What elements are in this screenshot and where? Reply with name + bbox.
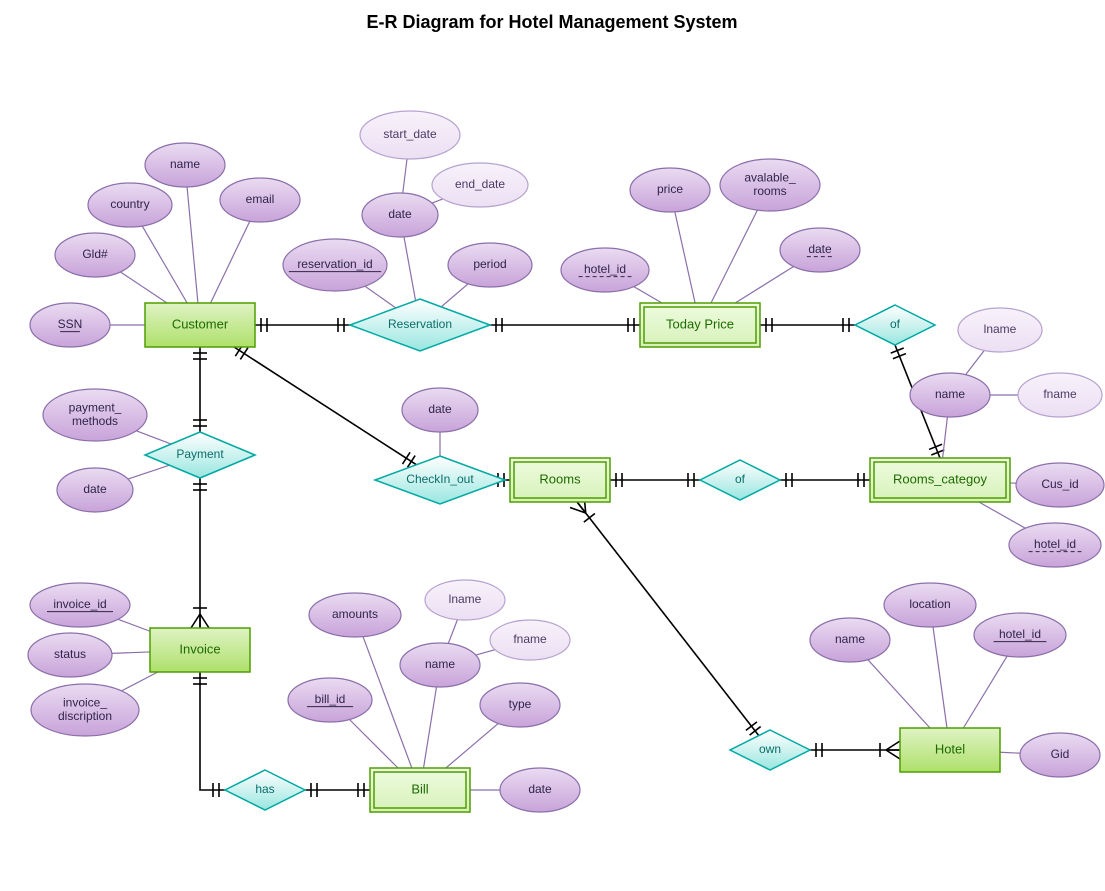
attribute-edge — [634, 287, 662, 303]
label: own — [759, 742, 781, 756]
attribute-edge — [675, 212, 695, 303]
attribute-edge — [966, 350, 985, 374]
label: price — [657, 182, 683, 196]
label: Rooms — [539, 471, 581, 486]
label: date — [83, 482, 107, 496]
label: date — [808, 242, 832, 256]
attribute-edge — [122, 672, 158, 691]
label: country — [110, 197, 149, 211]
attribute-edge — [118, 619, 150, 631]
label: Payment — [176, 447, 224, 461]
attribute-edge — [424, 687, 437, 768]
label: name — [170, 157, 200, 171]
attribute-edge — [963, 656, 1007, 728]
label: CheckIn_out — [406, 472, 474, 486]
label: date — [428, 402, 452, 416]
attribute-edge — [404, 237, 416, 301]
label: of — [890, 317, 901, 331]
label: fname — [513, 632, 547, 646]
label: Cus_id — [1041, 477, 1078, 491]
label: bill_id — [315, 692, 346, 706]
attribute-edge — [432, 199, 443, 203]
label: hotel_id — [999, 627, 1041, 641]
label: fname — [1043, 387, 1077, 401]
attribute-edge — [211, 221, 250, 303]
label: invoice_id — [53, 597, 106, 611]
label: Gld# — [82, 247, 108, 261]
er-diagram-canvas: SSNGld#countrynameemailreservation_iddat… — [0, 0, 1105, 891]
label: Customer — [172, 316, 229, 331]
attribute-edge — [933, 627, 947, 728]
label: Reservation — [388, 317, 452, 331]
label: payment_ — [69, 400, 122, 414]
label: reservation_id — [297, 257, 372, 271]
diagram-title: E-R Diagram for Hotel Management System — [366, 12, 737, 32]
attribute-edge — [112, 652, 150, 653]
label: discription — [58, 709, 112, 723]
label: start_date — [383, 127, 437, 141]
label: type — [509, 697, 532, 711]
label: hotel_id — [584, 262, 626, 276]
label: amounts — [332, 607, 378, 621]
label: name — [425, 657, 455, 671]
label: date — [388, 207, 412, 221]
label: lname — [449, 592, 482, 606]
label: hotel_id — [1034, 537, 1076, 551]
attribute-edge — [979, 502, 1025, 528]
relationship-edge — [577, 502, 759, 736]
attribute-edge — [476, 650, 495, 655]
label: Hotel — [935, 741, 965, 756]
label: date — [528, 782, 552, 796]
attribute-edge — [446, 723, 498, 768]
label: Today Price — [666, 316, 734, 331]
attribute-edge — [448, 620, 457, 644]
attribute-edge — [711, 210, 757, 303]
relationship-edge — [234, 347, 416, 465]
label: email — [246, 192, 275, 206]
attribute-edge — [136, 431, 171, 444]
attribute-edge — [868, 660, 930, 728]
label: SSN — [58, 317, 83, 331]
attribute-edge — [365, 286, 396, 308]
label: Rooms_categoy — [893, 471, 987, 486]
label: of — [735, 472, 746, 486]
label: Gid — [1051, 747, 1070, 761]
label: period — [473, 257, 506, 271]
attribute-edge — [1000, 752, 1020, 753]
label: rooms — [753, 184, 786, 198]
label: Invoice — [179, 641, 220, 656]
label: status — [54, 647, 86, 661]
attribute-edge — [349, 719, 398, 768]
label: lname — [984, 322, 1017, 336]
label: name — [935, 387, 965, 401]
label: location — [909, 597, 950, 611]
label: has — [255, 782, 274, 796]
attribute-edge — [128, 465, 169, 479]
label: methods — [72, 414, 118, 428]
attribute-edge — [943, 417, 948, 458]
label: invoice_ — [63, 695, 107, 709]
attribute-edge — [735, 267, 793, 303]
label: name — [835, 632, 865, 646]
label: end_date — [455, 177, 505, 191]
attribute-edge — [120, 272, 167, 303]
relationship-edge — [200, 672, 225, 790]
attribute-edge — [187, 187, 198, 303]
attribute-edge — [441, 284, 468, 307]
attribute-edge — [403, 159, 407, 193]
label: avalable_ — [744, 170, 796, 184]
relationship-edge-layer — [191, 318, 944, 797]
label: Bill — [411, 781, 428, 796]
